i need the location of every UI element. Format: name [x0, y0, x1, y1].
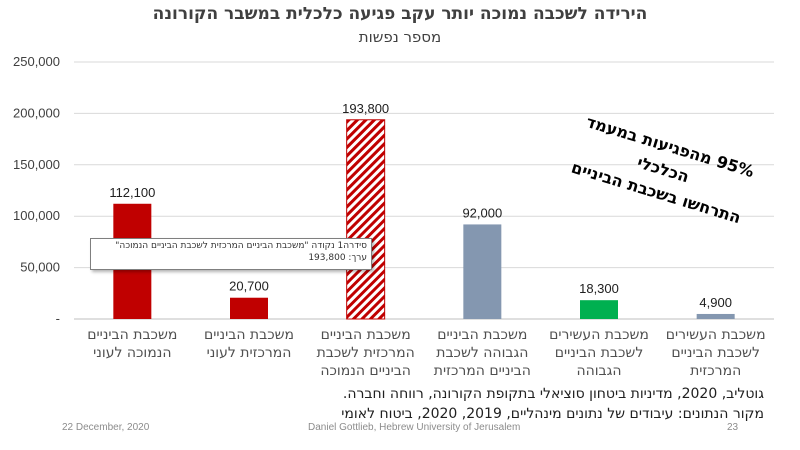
y-tick-label: 200,000	[13, 105, 60, 120]
y-tick-label: 150,000	[13, 157, 60, 172]
data-source-note: מקור הנתונים: עיבודים של נתונים מינהליים…	[341, 406, 764, 422]
bar-value-label: 112,100	[109, 185, 155, 200]
bar[interactable]	[580, 300, 618, 319]
bar[interactable]	[696, 313, 735, 319]
x-category-label: משכבת הביניים המרכזית לשכבת הביניים הנמו…	[316, 327, 415, 379]
footer-author: Daniel Gottlieb, Hebrew University of Je…	[308, 422, 521, 433]
x-category-label: משכבת העשירים לשכבת הביניים הגבוהה	[549, 327, 649, 379]
y-tick-label: 50,000	[20, 260, 60, 275]
tooltip-value-line: ערך: 193,800	[308, 253, 367, 263]
bar-value-label: 4,900	[699, 295, 732, 310]
bar-value-label: 20,700	[229, 279, 269, 294]
footer-date: 22 December, 2020	[62, 422, 150, 433]
y-tick-label: 250,000	[13, 54, 60, 69]
chart-title: הירידה לשכבה נמוכה יותר עקב פגיעה כלכלית…	[152, 4, 648, 24]
x-category-label: משכבת הביניים הגבוהה לשכבת הביניים המרכז…	[433, 327, 531, 379]
bar-value-label: 193,800	[342, 101, 389, 116]
bar-value-label: 18,300	[579, 281, 619, 296]
footer-page-number: 23	[727, 422, 739, 433]
x-category-label: משכבת העשירים לשכבת הביניים המרכזית	[665, 327, 766, 379]
chart-subtitle: מספר נפשות	[358, 28, 442, 46]
tooltip-series-line: סידרה1 נקודה "משכבת הביניים המרכזית לשכב…	[115, 241, 367, 251]
bar[interactable]	[463, 224, 502, 319]
x-category-label: משכבת הביניים הנמוכה לעוני	[87, 327, 178, 361]
data-point-tooltip: סידרה1 נקודה "משכבת הביניים המרכזית לשכב…	[90, 238, 372, 270]
y-tick-label: 100,000	[13, 208, 60, 223]
bar[interactable]	[346, 119, 386, 320]
x-category-label: משכבת הביניים המרכזית לעוני	[203, 327, 295, 361]
y-tick-label: -	[56, 311, 60, 326]
source-citation: גוטליב, 2020, מדיניות ביטחון סוציאלי בתק…	[342, 386, 764, 402]
bar[interactable]	[230, 297, 268, 319]
bar-value-label: 92,000	[462, 205, 502, 220]
